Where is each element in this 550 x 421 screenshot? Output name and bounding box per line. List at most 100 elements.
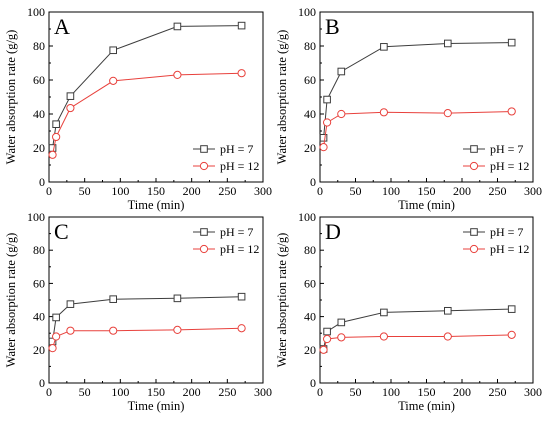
panel-label: D <box>325 219 341 244</box>
y-tick-label: 40 <box>33 107 45 121</box>
y-tick-label: 60 <box>304 73 316 87</box>
y-axis-title: Water absorption rate (g/g) <box>275 30 289 165</box>
data-point <box>237 324 246 333</box>
legend-marker <box>199 244 209 254</box>
data-point <box>52 332 61 341</box>
y-tick-label: 60 <box>304 276 316 290</box>
series-ph12 <box>48 324 246 353</box>
x-axis-title: Time (min) <box>398 198 455 212</box>
x-tick-label: 200 <box>183 385 201 399</box>
legend: pH = 7 pH = 12 <box>193 142 259 173</box>
panel-label: C <box>54 219 69 244</box>
legend-label: pH = 7 <box>490 225 523 239</box>
legend-label: pH = 12 <box>220 242 259 256</box>
data-point <box>380 43 388 51</box>
y-tick-label: 100 <box>298 5 316 19</box>
data-point <box>379 108 388 117</box>
legend: pH = 7 pH = 12 <box>463 142 529 173</box>
legend-label: pH = 12 <box>490 159 529 173</box>
series-ph7 <box>48 21 246 152</box>
legend-marker <box>469 244 479 254</box>
data-point <box>237 69 246 78</box>
series-line <box>52 327 242 349</box>
y-tick-label: 20 <box>33 343 45 357</box>
data-point <box>173 22 182 31</box>
legend-marker <box>470 228 478 236</box>
plot-frame <box>319 11 534 183</box>
y-tick-label: 20 <box>304 141 316 155</box>
legend-label: pH = 7 <box>220 225 253 239</box>
data-point <box>48 344 57 353</box>
data-point <box>380 308 388 317</box>
series-ph7 <box>319 305 516 353</box>
data-point <box>173 325 182 334</box>
data-point <box>507 330 516 339</box>
y-tick-label: 80 <box>304 243 316 257</box>
y-tick-label: 80 <box>304 39 316 53</box>
data-point <box>173 294 182 303</box>
y-tick-label: 60 <box>33 276 45 290</box>
series-line <box>52 25 242 149</box>
x-axis-title: Time (min) <box>128 198 185 212</box>
series-line <box>323 308 512 350</box>
data-point <box>66 103 75 113</box>
data-point <box>109 46 118 55</box>
data-point <box>444 306 452 315</box>
series-ph12 <box>319 107 516 152</box>
data-point <box>323 95 331 104</box>
data-point <box>379 332 388 341</box>
data-point <box>66 326 75 335</box>
data-point <box>337 333 346 342</box>
x-axis-title: Time (min) <box>398 399 455 413</box>
x-tick-label: 300 <box>254 385 272 399</box>
data-point <box>337 318 346 327</box>
series-line <box>323 42 512 138</box>
x-tick-label: 300 <box>254 184 272 198</box>
x-tick-label: 50 <box>79 385 91 399</box>
data-point <box>319 143 328 152</box>
x-axis-title: Time (min) <box>128 399 185 413</box>
legend-marker <box>200 145 208 153</box>
y-tick-label: 20 <box>304 343 316 357</box>
y-tick-label: 100 <box>27 5 45 19</box>
panel-label: B <box>325 14 340 39</box>
data-point <box>66 300 75 308</box>
legend-marker <box>469 161 479 171</box>
data-point <box>109 295 118 303</box>
y-tick-label: 40 <box>33 310 45 324</box>
y-tick-label: 60 <box>33 73 45 87</box>
legend-label: pH = 7 <box>490 142 523 156</box>
y-tick-label: 0 <box>310 376 316 390</box>
x-tick-label: 250 <box>489 184 507 198</box>
x-tick-label: 200 <box>453 385 471 399</box>
x-tick-label: 150 <box>418 184 436 198</box>
x-tick-label: 100 <box>111 184 129 198</box>
y-axis-title: Water absorption rate (g/g) <box>4 30 18 165</box>
legend-label: pH = 12 <box>220 159 259 173</box>
data-point <box>52 132 61 142</box>
y-axis-title: Water absorption rate (g/g) <box>275 233 289 368</box>
data-point <box>48 150 57 159</box>
x-tick-label: 0 <box>46 184 52 198</box>
data-point <box>66 92 75 100</box>
data-point <box>319 345 328 354</box>
x-tick-label: 150 <box>147 385 165 399</box>
data-point <box>323 327 331 336</box>
y-tick-label: 40 <box>304 107 316 121</box>
legend-marker <box>200 228 208 236</box>
x-tick-label: 250 <box>218 184 236 198</box>
x-tick-label: 100 <box>382 184 400 198</box>
x-tick-label: 200 <box>453 184 471 198</box>
legend: pH = 7 pH = 12 <box>193 225 259 256</box>
data-point <box>52 313 60 322</box>
data-point <box>337 109 346 119</box>
legend-marker <box>199 161 209 171</box>
y-tick-label: 80 <box>33 243 45 257</box>
data-point <box>323 118 332 127</box>
x-tick-label: 0 <box>46 385 52 399</box>
x-tick-label: 300 <box>524 385 542 399</box>
